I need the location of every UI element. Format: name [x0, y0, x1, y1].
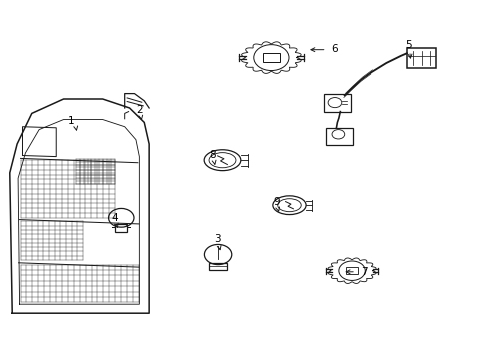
Text: 2: 2 — [136, 105, 142, 115]
Bar — [346, 267, 357, 274]
Bar — [115, 224, 127, 232]
Text: 3: 3 — [214, 234, 221, 244]
Bar — [325, 128, 352, 145]
Text: 6: 6 — [331, 44, 338, 54]
Bar — [406, 48, 435, 68]
Text: 5: 5 — [404, 40, 411, 50]
Bar — [323, 94, 350, 112]
Text: 7: 7 — [360, 267, 367, 277]
Text: 8: 8 — [209, 150, 216, 160]
Text: 9: 9 — [272, 197, 279, 207]
Text: 4: 4 — [111, 213, 118, 223]
Bar — [263, 53, 279, 62]
Text: 1: 1 — [67, 116, 74, 126]
Bar — [209, 263, 226, 270]
